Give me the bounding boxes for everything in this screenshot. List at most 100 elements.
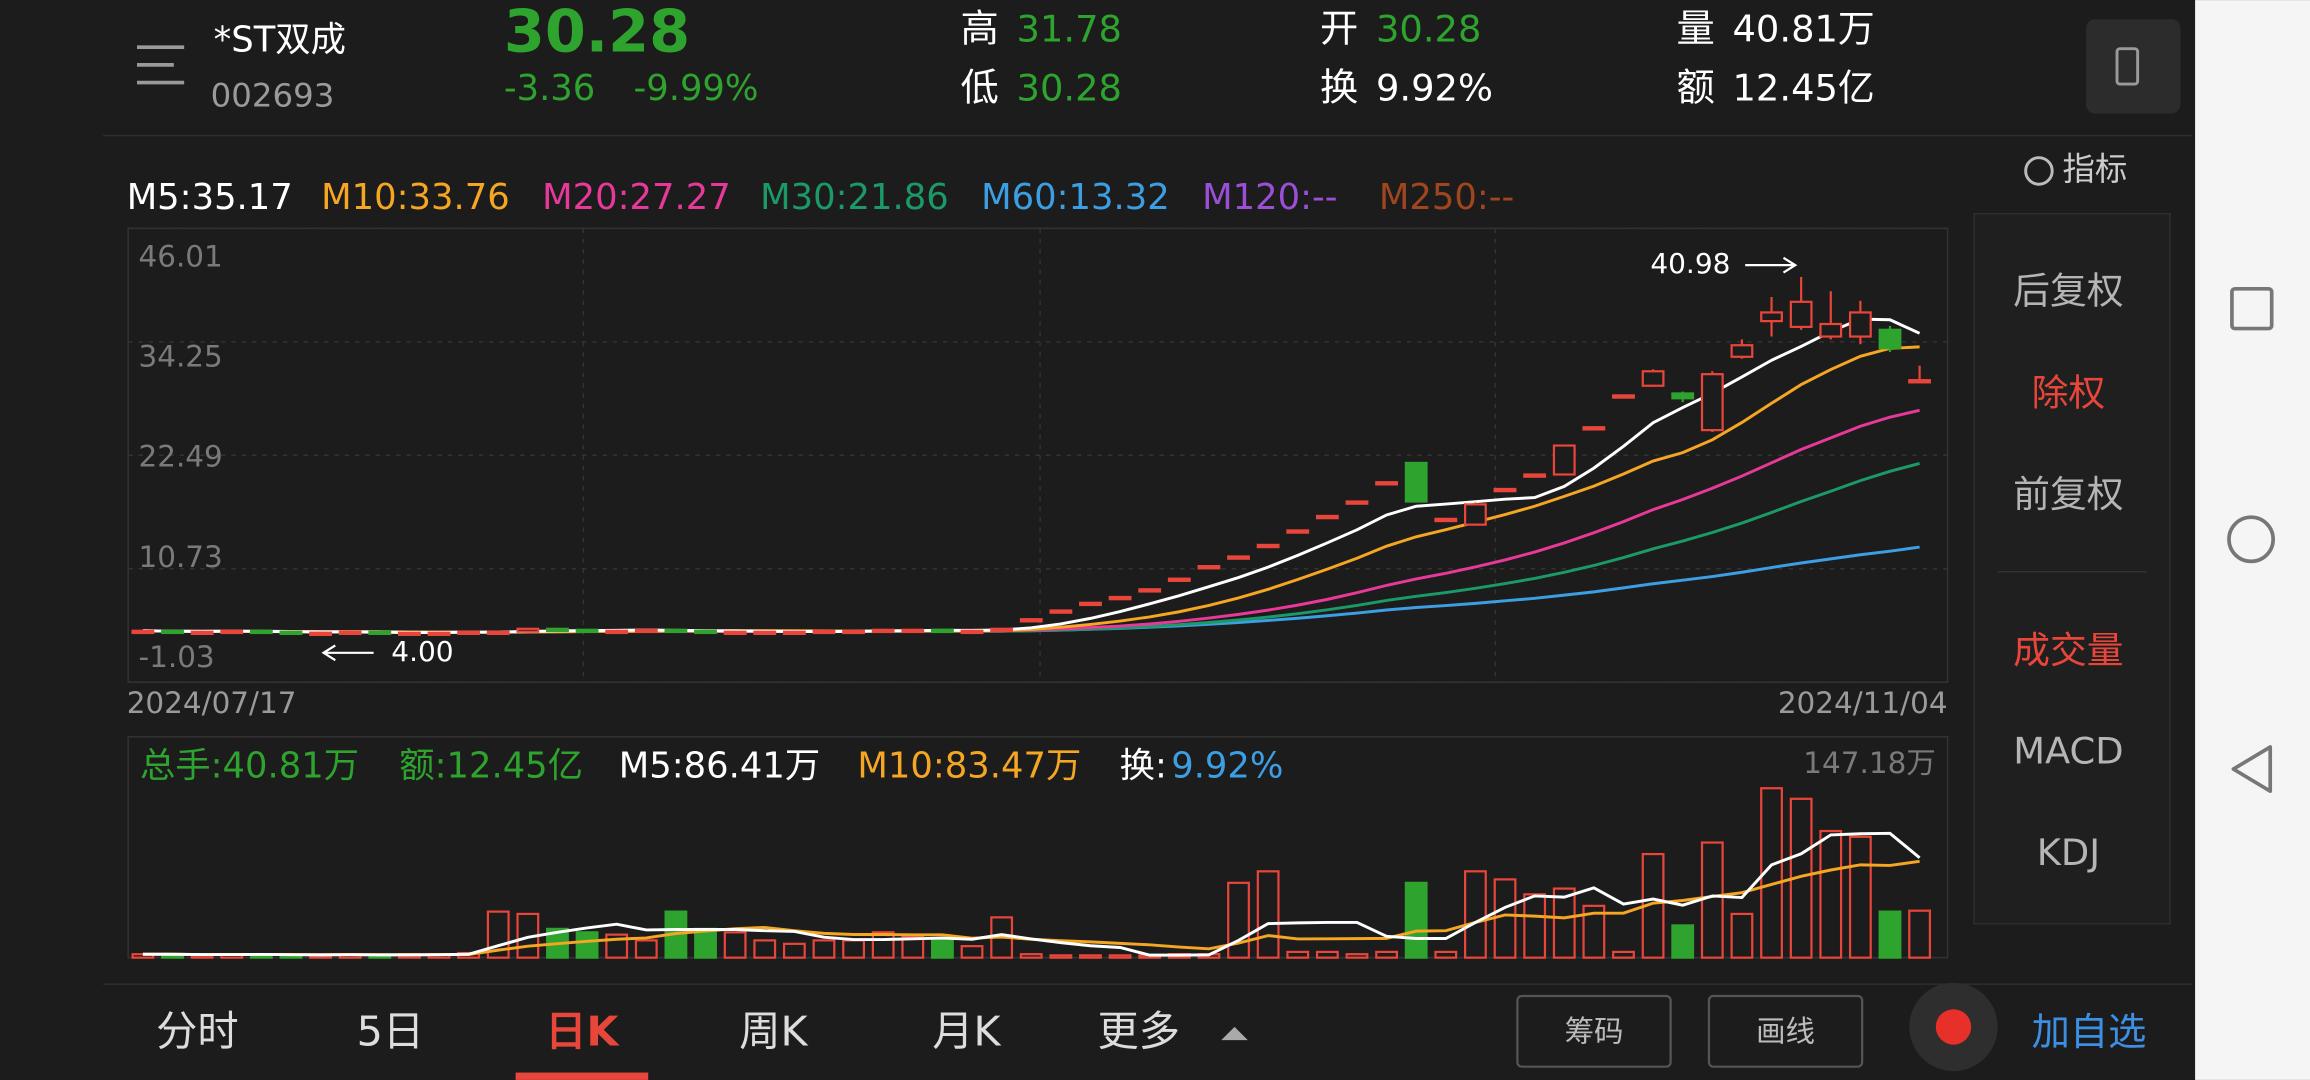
recents-button[interactable] (2230, 286, 2274, 331)
volume-bar (1345, 953, 1369, 959)
y-tick-label: 46.01 (138, 239, 222, 273)
candle-body (1079, 601, 1102, 607)
side-panel (1973, 212, 2171, 925)
ma-legend-item: M20:27.27 (542, 177, 731, 218)
buttons: 筹码 画线 (1516, 994, 1864, 1068)
candle-body (1612, 394, 1635, 399)
volume-bar (634, 939, 658, 959)
home-button[interactable] (2227, 515, 2276, 564)
volume-bar (1464, 870, 1487, 959)
candle-body (842, 629, 865, 635)
stock-code: 002693 (211, 76, 335, 114)
volume-bar (871, 931, 895, 959)
tab[interactable]: 周K (739, 1007, 808, 1055)
volume-bar (1375, 950, 1399, 959)
side-item[interactable]: 除权 (2032, 371, 2106, 414)
indicator-button[interactable]: 指标 (2063, 150, 2128, 188)
stat-label: 换 (1320, 65, 1358, 110)
menu-icon[interactable] (137, 45, 185, 85)
y-tick-label: 10.73 (138, 540, 222, 574)
stat-value: 9.92% (1376, 66, 1493, 109)
tool-button-label[interactable]: 筹码 (1565, 1014, 1624, 1048)
volume-bar (1256, 870, 1280, 959)
price: 30.28 (504, 0, 690, 66)
volume-bar (1612, 950, 1635, 959)
candle-body (1108, 595, 1132, 601)
y-tick-label: -1.03 (138, 640, 214, 674)
tool-button[interactable] (1516, 994, 1672, 1068)
candle-body (397, 631, 421, 636)
candle-body (457, 630, 481, 636)
side-item[interactable]: KDJ (2037, 831, 2100, 874)
candle-body (161, 629, 184, 635)
alert-icon (1935, 1009, 1972, 1045)
ma-legend-item: M30:21.86 (760, 177, 949, 218)
side-item[interactable]: MACD (2013, 729, 2123, 772)
volume-legend-item: 换: (1120, 746, 1167, 787)
tool-button-label[interactable]: 画线 (1756, 1014, 1815, 1048)
tool-button[interactable] (1707, 994, 1864, 1068)
candle-body (1197, 565, 1221, 570)
volume-legend-item: 额:12.45亿 (399, 746, 583, 787)
tab[interactable]: 5日 (357, 1007, 425, 1055)
volume-bar (131, 953, 155, 959)
min-marker: 4.00 (391, 635, 453, 668)
volume-bar (782, 942, 806, 959)
candle-body (1049, 609, 1073, 614)
volume-bar (575, 931, 599, 959)
x-end-date: 2024/11/04 (1778, 686, 1948, 720)
side-item[interactable]: 前复权 (2013, 473, 2123, 516)
candle-body (1760, 311, 1783, 323)
candle-body (1286, 529, 1310, 534)
ma-legend-item: M250:-- (1379, 177, 1514, 218)
volume-bar (960, 945, 984, 959)
tab[interactable]: 更多 (1098, 1007, 1181, 1055)
side-item[interactable]: 成交量 (2013, 629, 2123, 672)
candle-body (990, 627, 1014, 633)
candle-body (664, 628, 688, 634)
y-tick-label: 22.49 (138, 440, 222, 474)
stat-label: 开 (1320, 7, 1358, 52)
more-arrow (1221, 1026, 1248, 1041)
ma-legend-item: M60:13.32 (981, 177, 1170, 218)
candle-body (1345, 500, 1369, 505)
volume-bar (1700, 841, 1724, 959)
volume-bar (901, 935, 925, 959)
volume-bar (1878, 910, 1902, 959)
tab[interactable]: 日K (545, 1007, 620, 1055)
volume-bar (723, 931, 747, 959)
device-button[interactable] (2086, 19, 2181, 114)
add-watchlist[interactable]: 加自选 (2032, 1010, 2147, 1055)
volume-legend-item: M5:86.41万 (619, 746, 820, 787)
candle-body (605, 629, 629, 635)
price-change: -3.36 (504, 68, 595, 109)
stat-value: 30.28 (1376, 8, 1481, 51)
volume-bar (1760, 787, 1783, 959)
candle-body (871, 628, 895, 634)
stat-label: 低 (961, 65, 999, 110)
candle-body (1552, 444, 1576, 476)
candle-body (546, 627, 569, 633)
tab[interactable]: 月K (932, 1007, 1001, 1055)
tab[interactable]: 分时 (156, 1007, 239, 1055)
candle-body (575, 628, 599, 634)
tabs: 分时 5日 日K 周K 月K 更多 (156, 1007, 1180, 1080)
candle-body (1375, 481, 1399, 486)
side-item[interactable]: 后复权 (2013, 270, 2123, 313)
candle-body (1404, 461, 1428, 503)
volume-bar (753, 939, 777, 959)
volume-bar (1049, 954, 1073, 959)
candle-body (368, 630, 392, 636)
x-start-date: 2024/07/17 (127, 686, 297, 720)
volume-bar (1493, 878, 1517, 959)
price-change-pct: -9.99% (633, 68, 758, 109)
back-button[interactable] (2231, 745, 2273, 794)
volume-tick-label: 147.18万 (1803, 746, 1936, 780)
candle-body (131, 629, 155, 635)
candle-body (427, 631, 451, 636)
candle-body (220, 629, 244, 635)
candle-body (753, 630, 777, 636)
